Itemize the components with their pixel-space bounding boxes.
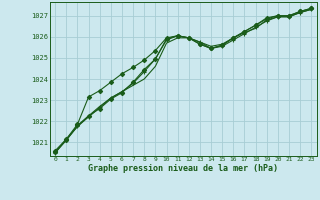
X-axis label: Graphe pression niveau de la mer (hPa): Graphe pression niveau de la mer (hPa) xyxy=(88,164,278,173)
